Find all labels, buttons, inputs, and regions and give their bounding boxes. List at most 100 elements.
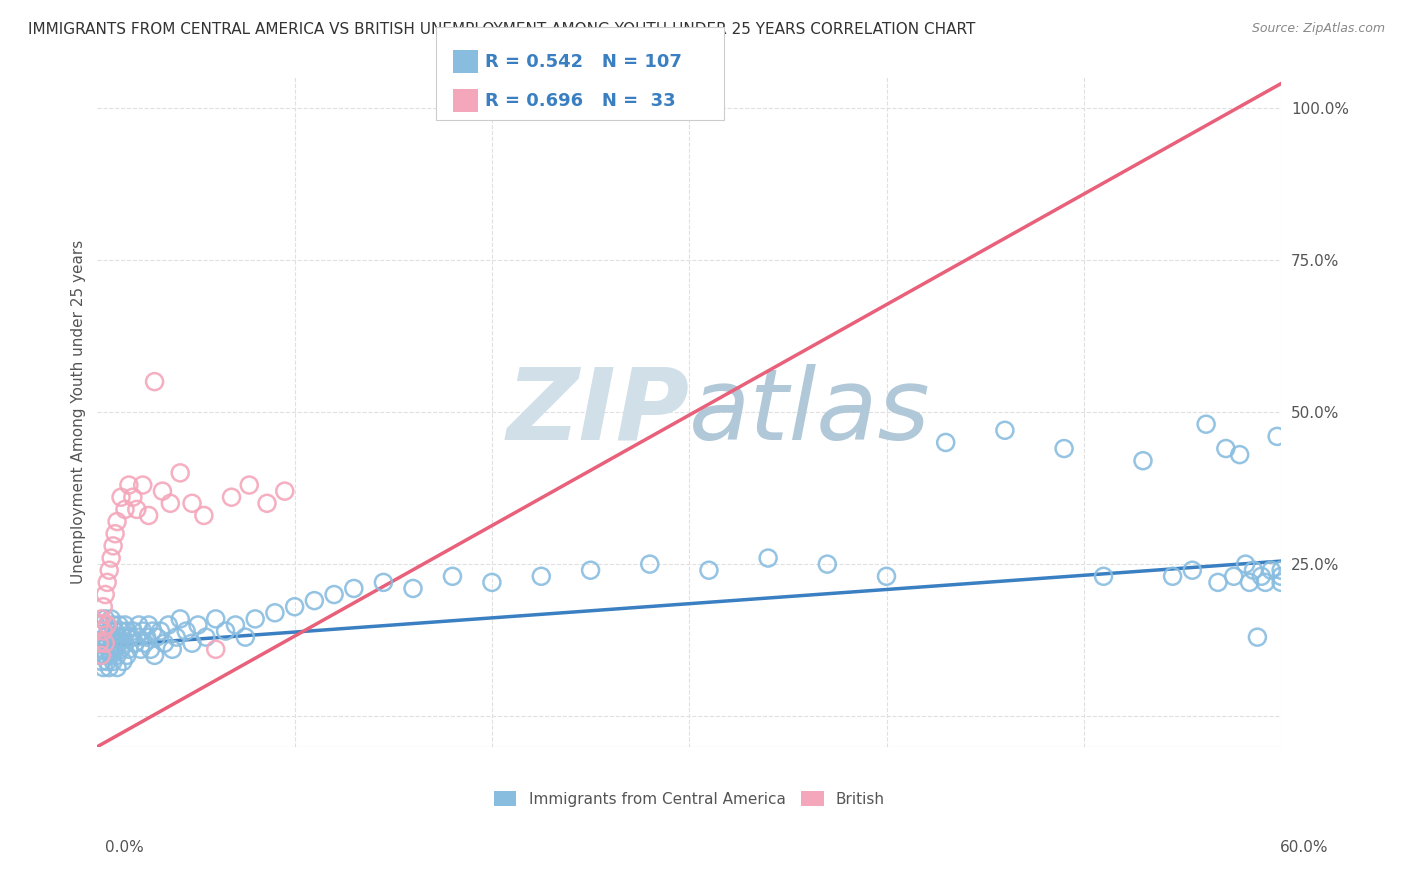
Point <box>304 593 326 607</box>
Point <box>1195 417 1218 432</box>
Point <box>221 490 243 504</box>
Point <box>96 618 118 632</box>
Point <box>1270 563 1292 577</box>
Point <box>243 612 266 626</box>
Point <box>90 648 112 663</box>
Point <box>129 642 152 657</box>
Point <box>115 624 138 638</box>
Point <box>104 624 127 638</box>
Point <box>132 624 155 638</box>
Point <box>481 575 503 590</box>
Text: R = 0.542   N = 107: R = 0.542 N = 107 <box>485 54 682 71</box>
Point <box>94 612 117 626</box>
Point <box>134 636 156 650</box>
Point <box>120 630 142 644</box>
Point <box>118 478 141 492</box>
Point <box>149 624 172 638</box>
Y-axis label: Unemployment Among Youth under 25 years: Unemployment Among Youth under 25 years <box>72 240 86 584</box>
Point <box>124 636 146 650</box>
Point <box>159 496 181 510</box>
Point <box>114 502 136 516</box>
Point <box>104 642 127 657</box>
Point <box>108 618 131 632</box>
Point <box>142 624 165 638</box>
Point <box>204 612 226 626</box>
Point <box>1265 429 1288 443</box>
Point <box>100 612 122 626</box>
Point <box>114 618 136 632</box>
Point <box>104 526 127 541</box>
Point <box>91 624 114 638</box>
Point <box>756 551 779 566</box>
Point <box>935 435 957 450</box>
Point <box>105 648 128 663</box>
Text: IMMIGRANTS FROM CENTRAL AMERICA VS BRITISH UNEMPLOYMENT AMONG YOUTH UNDER 25 YEA: IMMIGRANTS FROM CENTRAL AMERICA VS BRITI… <box>28 22 976 37</box>
Point <box>110 642 132 657</box>
Point <box>94 588 117 602</box>
Point <box>91 624 114 638</box>
Point <box>138 618 160 632</box>
Point <box>343 582 366 596</box>
Point <box>98 642 121 657</box>
Point <box>132 478 155 492</box>
Point <box>994 423 1017 437</box>
Point <box>264 606 287 620</box>
Point <box>1246 630 1268 644</box>
Point <box>101 539 124 553</box>
Point <box>152 484 174 499</box>
Point <box>162 642 184 657</box>
Point <box>204 642 226 657</box>
Point <box>111 630 134 644</box>
Point <box>1092 569 1115 583</box>
Point <box>323 588 346 602</box>
Text: R = 0.696   N =  33: R = 0.696 N = 33 <box>485 92 676 110</box>
Point <box>105 660 128 674</box>
Point <box>118 642 141 657</box>
Point <box>1254 575 1277 590</box>
Point <box>125 630 148 644</box>
Text: Source: ZipAtlas.com: Source: ZipAtlas.com <box>1251 22 1385 36</box>
Point <box>96 636 118 650</box>
Point <box>1239 575 1261 590</box>
Point <box>89 624 111 638</box>
Point <box>121 624 143 638</box>
Text: atlas: atlas <box>689 364 931 460</box>
Point <box>96 655 118 669</box>
Point <box>100 648 122 663</box>
Point <box>1234 557 1257 571</box>
Point <box>579 563 602 577</box>
Point <box>1260 563 1282 577</box>
Point <box>143 375 166 389</box>
Point <box>153 636 176 650</box>
Point <box>238 478 260 492</box>
Point <box>90 636 112 650</box>
Point <box>145 630 167 644</box>
Point <box>94 648 117 663</box>
Point <box>187 618 209 632</box>
Point <box>1181 563 1204 577</box>
Point <box>96 575 118 590</box>
Point <box>1250 569 1272 583</box>
Point <box>193 508 215 523</box>
Point <box>138 508 160 523</box>
Point <box>441 569 464 583</box>
Legend: Immigrants from Central America, British: Immigrants from Central America, British <box>488 784 891 813</box>
Point <box>876 569 898 583</box>
Point <box>115 648 138 663</box>
Point <box>256 496 278 510</box>
Point <box>111 655 134 669</box>
Point <box>284 599 307 614</box>
Point <box>815 557 838 571</box>
Point <box>169 612 191 626</box>
Point <box>135 630 157 644</box>
Point <box>121 490 143 504</box>
Point <box>1206 575 1229 590</box>
Point <box>530 569 553 583</box>
Point <box>100 551 122 566</box>
Point <box>1270 575 1292 590</box>
Point <box>114 636 136 650</box>
Point <box>94 636 117 650</box>
Point <box>157 618 180 632</box>
Point <box>181 636 204 650</box>
Point <box>697 563 720 577</box>
